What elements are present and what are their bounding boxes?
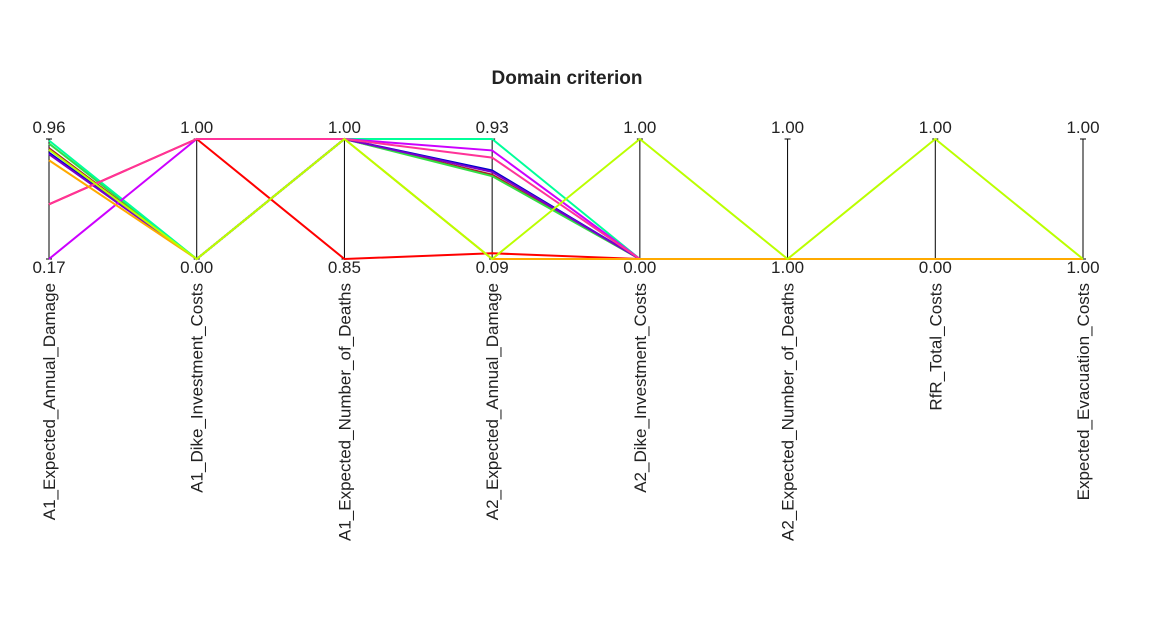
axis-name: A1_Expected_Number_of_Deaths	[335, 283, 354, 541]
tick-label: 0.09	[476, 258, 509, 277]
chart-title: Domain criterion	[492, 68, 643, 89]
tick-label: 1.00	[919, 118, 952, 137]
axis-name: A2_Expected_Number_of_Deaths	[779, 283, 798, 541]
tick-label: 1.00	[1066, 258, 1099, 277]
axis-name: Expected_Evacuation_Costs	[1074, 283, 1093, 500]
axis-name: A1_Expected_Annual_Damage	[40, 283, 59, 520]
tick-label: 1.00	[1066, 118, 1099, 137]
axis-name: A2_Expected_Annual_Damage	[483, 283, 502, 520]
tick-label: 0.00	[180, 258, 213, 277]
axis-name: A1_Dike_Investment_Costs	[188, 283, 207, 493]
tick-label: 1.00	[180, 118, 213, 137]
tick-label: 0.96	[32, 118, 65, 137]
tick-label: 0.00	[919, 258, 952, 277]
axis-name: RfR_Total_Costs	[926, 283, 945, 411]
tick-label: 1.00	[771, 258, 804, 277]
axis-name: A2_Dike_Investment_Costs	[631, 283, 650, 493]
tick-label: 1.00	[771, 118, 804, 137]
data-line	[48, 137, 1084, 261]
tick-label: 1.00	[328, 118, 361, 137]
tick-label: 0.93	[476, 118, 509, 137]
tick-label: 0.85	[328, 258, 361, 277]
tick-label: 1.00	[623, 118, 656, 137]
tick-label: 0.00	[623, 258, 656, 277]
tick-label: 0.17	[32, 258, 65, 277]
